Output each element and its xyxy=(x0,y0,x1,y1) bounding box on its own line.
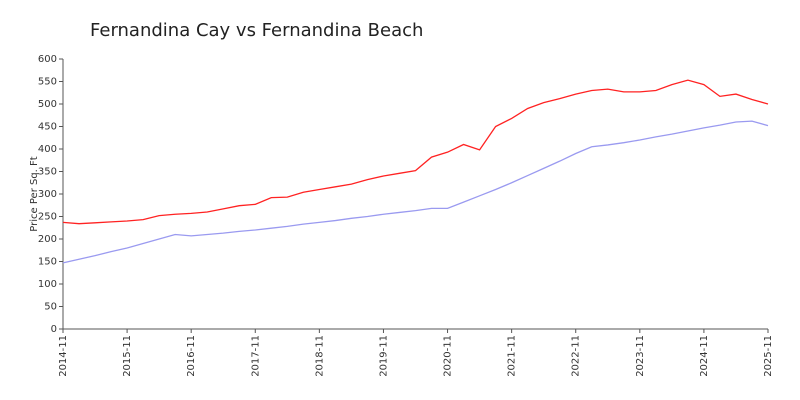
y-tick-label: 250 xyxy=(38,212,57,223)
x-tick-label: 2023-11 xyxy=(635,335,646,377)
x-tick-label: 2019-11 xyxy=(378,335,389,377)
x-tick-label: 2022-11 xyxy=(571,335,582,377)
series-line xyxy=(62,79,769,225)
y-tick-label: 50 xyxy=(44,302,57,313)
y-tick-label: 400 xyxy=(38,144,57,155)
y-tick-label: 450 xyxy=(38,122,57,133)
y-tick-label: 200 xyxy=(38,234,57,245)
x-tick-label: 2018-11 xyxy=(314,335,325,377)
y-tick-label: 300 xyxy=(38,189,57,200)
x-tick-label: 2020-11 xyxy=(443,335,454,377)
x-tick-label: 2021-11 xyxy=(507,335,518,377)
y-tick-label: 600 xyxy=(38,54,57,65)
x-tick-label: 2014-11 xyxy=(58,335,69,377)
x-tick-label: 2024-11 xyxy=(699,335,710,377)
x-tick-label: 2015-11 xyxy=(122,335,133,377)
y-axis-label: Price Per Sq. Ft xyxy=(29,156,40,231)
y-tick-label: 0 xyxy=(51,324,57,335)
y-tick-label: 100 xyxy=(38,279,57,290)
y-tick-label: 150 xyxy=(38,257,57,268)
y-tick-label: 350 xyxy=(38,167,57,178)
chart-title: Fernandina Cay vs Fernandina Beach xyxy=(90,20,423,41)
x-tick-label: 2016-11 xyxy=(186,335,197,377)
x-tick-label: 2025-11 xyxy=(763,335,774,377)
x-tick-label: 2017-11 xyxy=(250,335,261,377)
y-tick-label: 550 xyxy=(38,77,57,88)
y-tick-label: 500 xyxy=(38,99,57,110)
series-line xyxy=(62,120,769,264)
